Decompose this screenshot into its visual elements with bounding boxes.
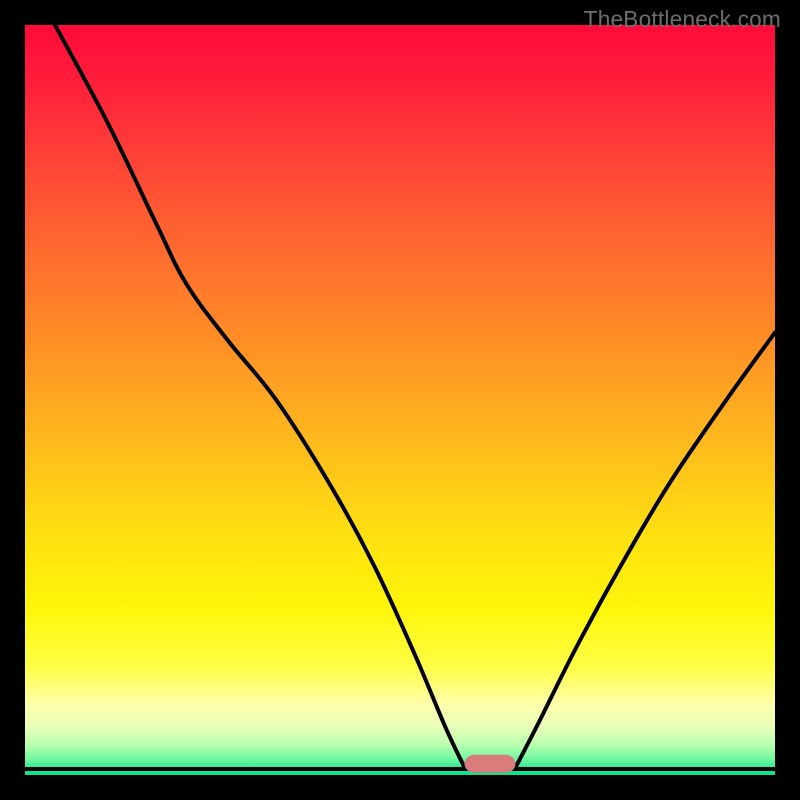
curve-left-branch <box>55 25 464 766</box>
plot-frame <box>25 25 775 775</box>
watermark-text: TheBottleneck.com <box>584 6 781 33</box>
valley-marker <box>465 755 516 773</box>
curve-right-branch <box>516 333 775 767</box>
chart-stage: TheBottleneck.com <box>0 0 800 800</box>
curve-layer <box>25 25 775 775</box>
